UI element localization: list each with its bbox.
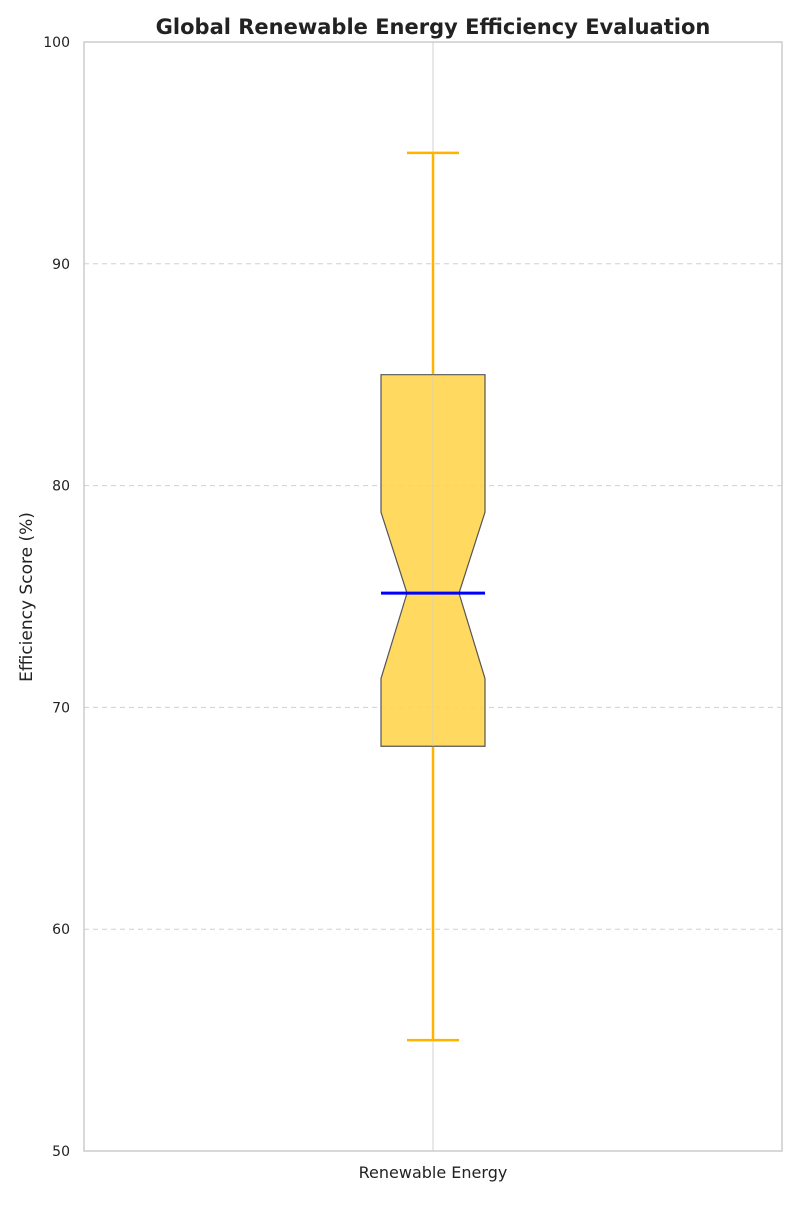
- x-tick-label: Renewable Energy: [359, 1163, 508, 1182]
- y-axis-label: Efficiency Score (%): [17, 512, 37, 682]
- chart-title: Global Renewable Energy Efficiency Evalu…: [156, 15, 711, 39]
- plot-area: [380, 151, 486, 1042]
- y-tick-label: 80: [52, 479, 70, 495]
- y-tick-label: 50: [52, 1144, 70, 1160]
- y-tick-label: 70: [52, 700, 70, 716]
- y-tick-label: 100: [43, 35, 70, 51]
- y-tick-label: 90: [52, 257, 70, 273]
- plot-frame: [83, 41, 783, 1152]
- y-tick-label: 60: [52, 922, 70, 938]
- axes: 50 60 70 80 90 100 Renewable Energy: [43, 35, 783, 1182]
